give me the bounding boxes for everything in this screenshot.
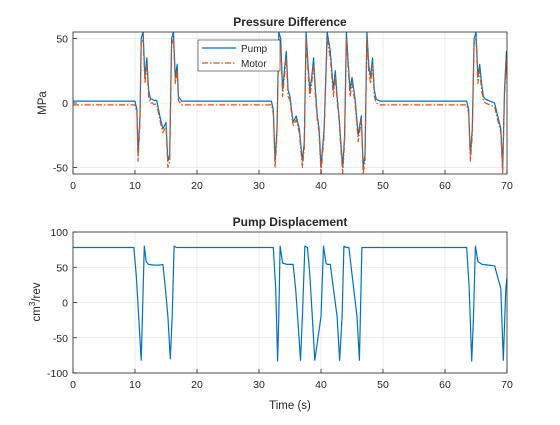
displacement-xtick-label-7: 70 [501,379,513,391]
displacement-xlabel: Time (s) [269,400,311,412]
displacement-title: Pump Displacement [233,215,348,229]
displacement-ytick-label-1: -50 [53,333,68,345]
pressure-xtick-label-6: 60 [439,180,451,192]
pressure-series-pump-line [73,32,507,169]
displacement-ytick-label-2: 0 [62,298,68,310]
pressure-xtick-label-4: 40 [315,180,327,192]
legend-box [197,39,281,72]
displacement-ytick-label-3: 50 [56,262,68,274]
displacement-xtick-label-1: 10 [129,379,141,391]
displacement-ylabel: cm3/rev [28,282,43,321]
displacement-xtick-label-3: 30 [253,379,265,391]
pressure-xtick-label-1: 10 [129,180,141,192]
pressure-series-motor-line [73,37,507,174]
pressure-ytick-label-2: 50 [56,33,68,45]
pressure-xtick-label-5: 50 [377,180,389,192]
pressure-legend: Pump Motor [197,39,281,72]
legend-pump-label: Pump [241,44,268,55]
displacement-xtick-label-6: 60 [439,379,451,391]
displacement-ytick-label-4: 100 [50,227,68,239]
pressure-xtick-label-7: 70 [501,180,513,192]
pressure-ytick-label-0: -50 [53,163,68,175]
displacement-lines [73,245,507,362]
pressure-xtick-label-3: 30 [253,180,265,192]
pressure-ytick-label-1: 0 [62,98,68,110]
displacement-xtick-label-2: 20 [191,379,203,391]
ylabel-base: cm [31,306,43,321]
displacement-xtick-label-0: 0 [70,379,76,391]
pressure-lines [73,32,507,174]
pressure-title: Pressure Difference [233,15,347,29]
displacement-series-0-line [73,245,507,362]
legend-motor-label: Motor [241,59,267,70]
displacement-xtick-label-5: 50 [377,379,389,391]
displacement-xtick-label-4: 40 [315,379,327,391]
pump-displacement-axes: 0 10 20 30 40 50 60 70 -100 -50 0 50 100 Pump Displa… [28,215,513,412]
pressure-xtick-label-0: 0 [70,180,76,192]
pressure-ylabel: MPa [37,91,49,115]
displacement-ticks: 0 10 20 30 40 50 60 70 -100 -50 0 50 100 [47,227,513,391]
ylabel-superscript: 3 [28,301,37,306]
pressure-xtick-label-2: 20 [191,180,203,192]
ylabel-rest: /rev [31,282,43,301]
displacement-ytick-label-0: -100 [47,368,68,380]
